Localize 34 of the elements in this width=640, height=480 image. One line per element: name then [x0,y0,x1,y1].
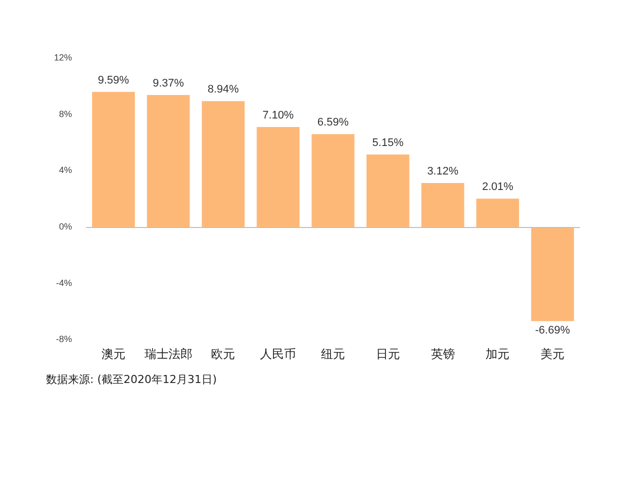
x-tick-label: 美元 [540,347,565,362]
x-tick-label: 澳元 [101,347,126,362]
y-tick-label: 4% [59,165,72,176]
data-label: 9.59% [98,74,130,86]
bar [312,134,354,227]
x-tick-label: 瑞士法郎 [144,347,192,362]
data-label: 2.01% [482,181,514,194]
x-tick-label: 纽元 [321,347,346,362]
data-label: 6.59% [317,116,349,129]
y-tick-label: -8% [56,334,72,344]
bar [531,226,574,322]
x-tick-label: 加元 [486,347,510,362]
y-tick-label: 12% [54,52,72,62]
bar [202,101,245,227]
data-label: -6.69% [535,324,570,337]
bar [366,154,410,227]
data-label: 8.94% [208,84,240,96]
data-label: 5.15% [372,136,404,149]
y-tick-label: 8% [59,108,72,119]
x-tick-label: 日元 [376,347,400,362]
y-tick-label: -4% [56,278,72,288]
bar [92,92,135,227]
bar [256,126,300,227]
source-note: 数据来源: (截至2020年12月31日) [46,372,217,387]
bar [476,198,520,227]
x-tick-label: 欧元 [211,347,236,362]
bar [421,183,464,227]
data-label: 3.12% [427,166,459,178]
x-tick-label: 人民币 [260,347,296,362]
x-tick-label: 英镑 [430,347,455,362]
data-label: 9.37% [152,78,184,90]
data-label: 7.10% [262,110,294,122]
y-tick-label: 0% [59,221,72,232]
bar [146,95,190,227]
